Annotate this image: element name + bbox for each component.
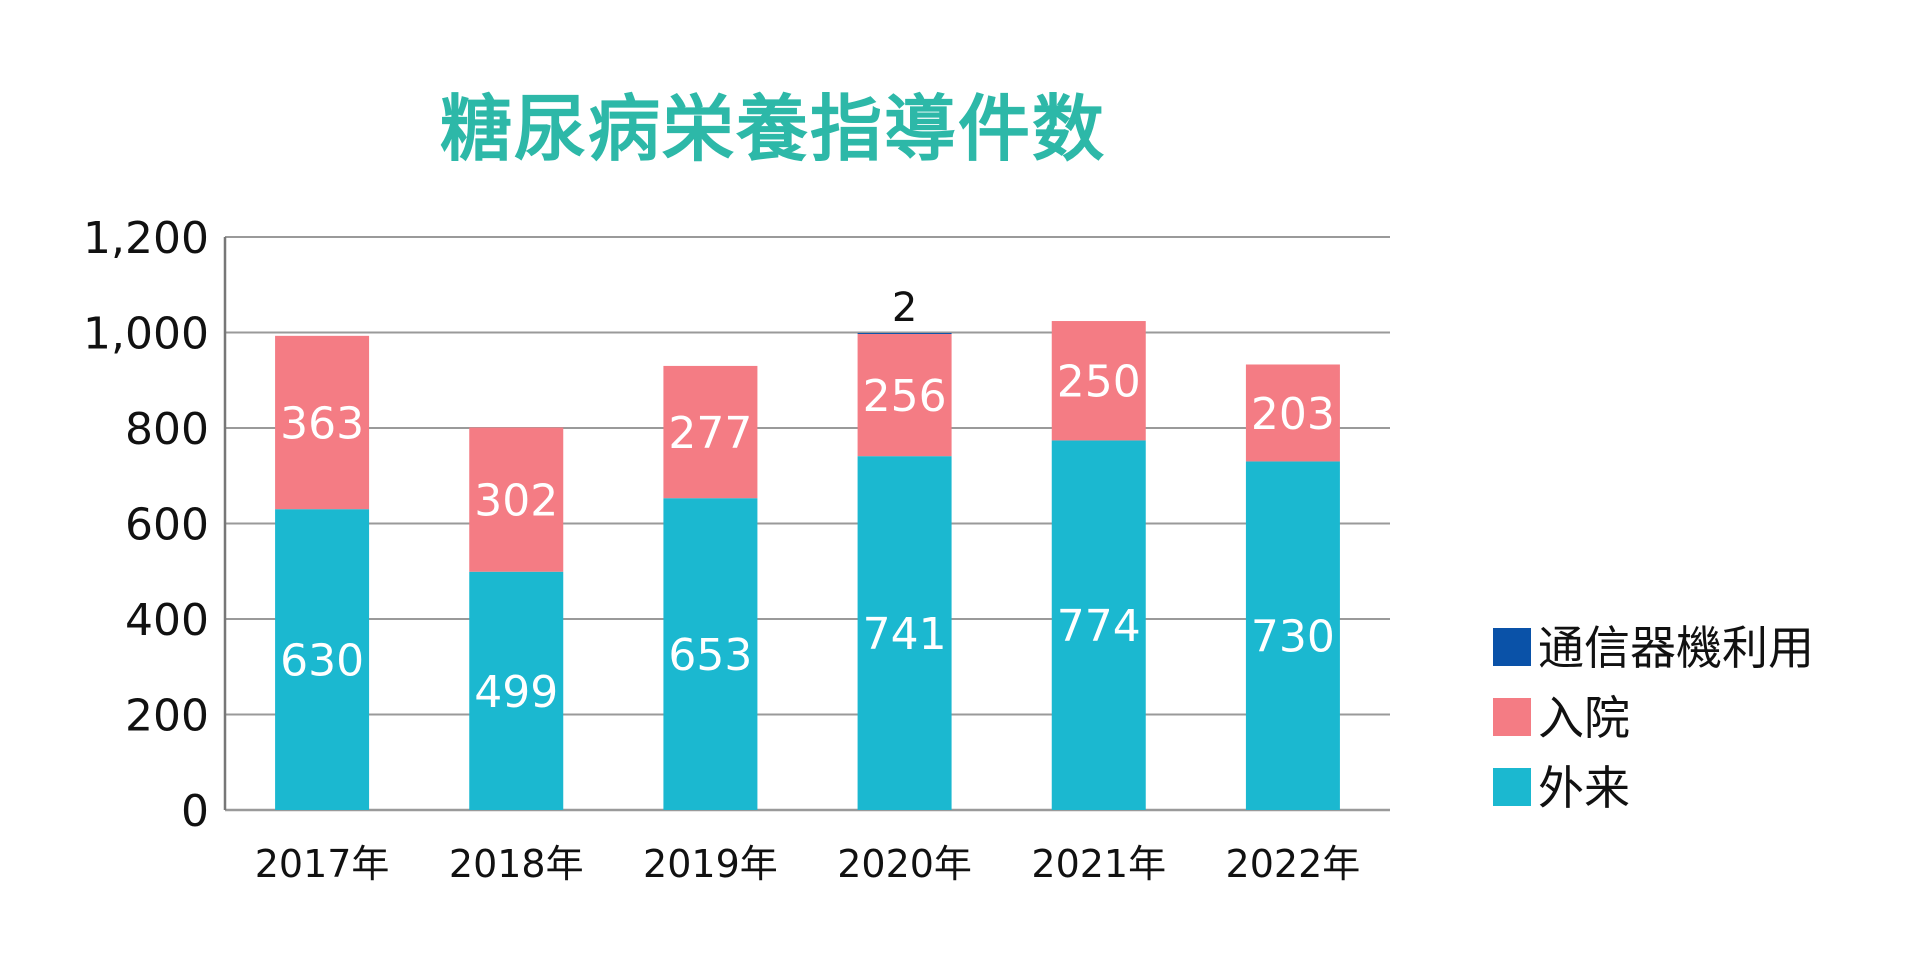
x-tick-label: 2022年: [1226, 842, 1361, 886]
legend-label: 入院: [1538, 691, 1630, 745]
x-tick-label: 2017年: [255, 842, 390, 886]
data-label: 250: [1057, 357, 1141, 408]
data-label: 363: [280, 399, 364, 450]
data-label: 277: [668, 408, 752, 459]
data-label: 499: [474, 667, 558, 718]
y-tick-label: 0: [181, 786, 209, 837]
legend-label: 外来: [1538, 761, 1630, 815]
data-label: 630: [280, 636, 364, 687]
data-label: 730: [1251, 612, 1335, 663]
bar-segment: [1051, 440, 1146, 810]
legend-label: 通信器機利用: [1538, 621, 1814, 675]
bar-segment: [469, 571, 564, 810]
bar-segment: [1051, 321, 1146, 441]
data-label: 653: [668, 630, 752, 681]
y-tick-label: 800: [125, 404, 209, 455]
y-tick-label: 600: [125, 500, 209, 551]
y-tick-label: 400: [125, 595, 209, 646]
data-label: 302: [474, 476, 558, 527]
bar-segment: [1245, 461, 1340, 810]
chart-title: 糖尿病栄養指導件数: [440, 87, 1107, 171]
bar-segment: [663, 365, 758, 499]
x-tick-label: 2018年: [449, 842, 584, 886]
y-tick-label: 200: [125, 691, 209, 742]
bar-segment: [857, 333, 952, 457]
data-label: 774: [1057, 601, 1141, 652]
y-tick-label: 1,000: [83, 309, 209, 360]
legend-swatch: [1493, 628, 1531, 666]
bar-segment: [857, 332, 952, 334]
x-tick-label: 2020年: [837, 842, 972, 886]
x-tick-label: 2019年: [643, 842, 778, 886]
bar-segment: [663, 498, 758, 810]
y-tick-label: 1,200: [83, 213, 209, 264]
bar-segment: [275, 509, 370, 810]
legend-swatch: [1493, 698, 1531, 736]
data-label: 741: [863, 609, 947, 660]
data-label: 203: [1251, 389, 1335, 440]
bar-segment: [1245, 364, 1340, 462]
legend-swatch: [1493, 768, 1531, 806]
bar-segment: [857, 456, 952, 810]
x-tick-label: 2021年: [1031, 842, 1166, 886]
bar-segment: [469, 427, 564, 572]
data-label: 256: [863, 371, 947, 422]
bar-segment: [275, 335, 370, 510]
data-label: 2: [892, 285, 917, 331]
